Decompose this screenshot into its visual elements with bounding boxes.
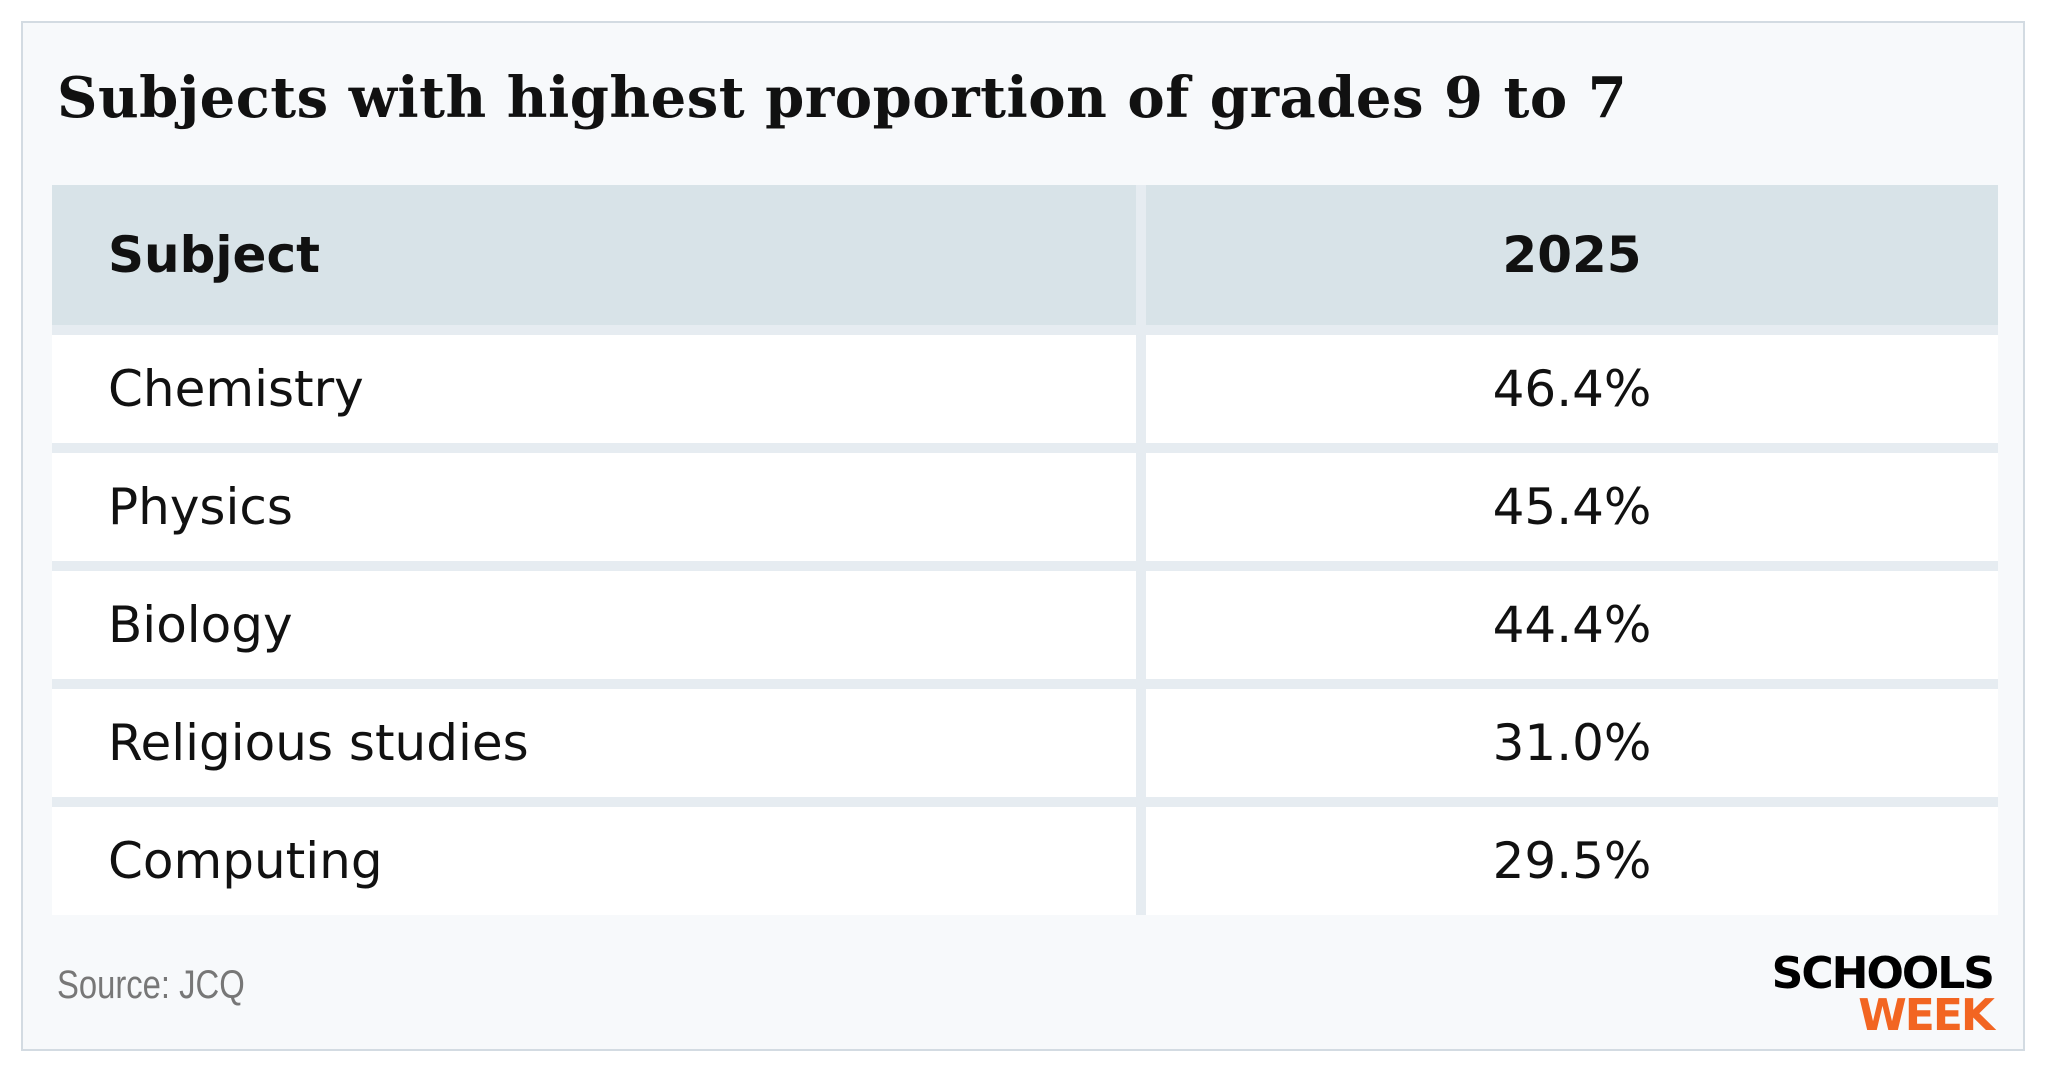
table-cell: Computing — [52, 807, 1136, 915]
logo-line: SCHOOLS — [1771, 948, 1995, 999]
table-cell: 44.4% — [1146, 571, 1998, 679]
table-cell: 45.4% — [1146, 453, 1998, 561]
logo: SCHOOLS WEEK — [1771, 948, 1995, 1041]
card: Subjects with highest proportion of grad… — [21, 21, 2025, 1051]
table-cell: Chemistry — [52, 335, 1136, 443]
table-cell: Physics — [52, 453, 1136, 561]
table-cell: Religious studies — [52, 689, 1136, 797]
table-cell: 46.4% — [1146, 335, 1998, 443]
source: Source: JCQ — [57, 963, 245, 1007]
table: Subject 2025 Chemistry 46.4% Physics 45.4% Bio… — [52, 185, 1998, 915]
table-cell: 31.0% — [1146, 689, 1998, 797]
table-cell: 29.5% — [1146, 807, 1998, 915]
header-cell: 2025 — [1146, 185, 1998, 325]
title: Subjects with highest proportion of grad… — [57, 65, 1628, 131]
header-cell: Subject — [52, 185, 1136, 325]
logo-line: WEEK — [1858, 990, 1995, 1041]
table-cell: Biology — [52, 571, 1136, 679]
